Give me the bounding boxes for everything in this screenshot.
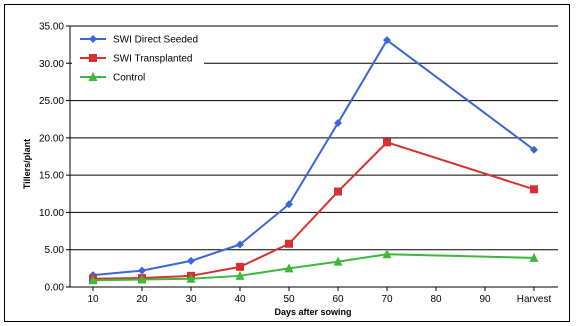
y-tick-label: 20.00 [39,133,64,144]
data-point [138,266,146,275]
y-tick-label: 0.00 [45,283,65,294]
series-line [92,39,535,277]
data-point [334,118,342,127]
data-point [334,187,342,196]
x-tick-label: 80 [430,294,442,305]
data-point [383,138,391,147]
data-point [382,249,392,259]
series [88,36,539,285]
axes [66,25,558,291]
x-tick-labels: 10 20 30 40 50 60 70 80 90 Harvest [87,294,551,305]
data-point [530,145,538,154]
x-tick-label: 40 [234,294,246,305]
data-point [529,252,539,262]
gridlines [70,25,558,251]
data-point [235,270,245,280]
legend-label: Control [113,73,145,84]
data-point [187,256,195,265]
data-point [285,200,293,209]
x-tick-label: 10 [87,294,99,305]
x-tick-label: 50 [283,294,295,305]
y-tick-label: 35.00 [39,22,64,33]
y-tick-label: 15.00 [39,171,64,182]
x-tick-label: 30 [185,294,197,305]
y-tick-label: 10.00 [39,208,64,219]
y-tick-label: 5.00 [45,245,65,256]
legend: SWI Direct Seeded SWI Transplanted Control [72,28,204,86]
x-axis-title: Days after sowing [274,307,351,317]
y-axis-title: Tillers/plant [22,139,32,189]
data-point [383,36,391,45]
data-point [186,273,196,283]
data-point [285,239,293,248]
series-line [92,253,535,282]
x-tick-label: Harvest [517,294,552,305]
series-1 [89,138,538,283]
x-tick-label: 60 [332,294,344,305]
data-point [236,240,244,249]
legend-marker [88,72,98,81]
data-point [333,256,343,266]
data-point [88,275,98,285]
y-tick-label: 25.00 [39,96,64,107]
x-tick-label: 90 [479,294,491,305]
legend-marker [89,35,97,43]
x-tick-label: 20 [136,294,148,305]
series-line [92,141,535,280]
data-point [236,262,244,271]
y-tick-label: 30.00 [39,59,64,70]
y-tick-labels: 0.00 5.00 10.00 15.00 20.00 25.00 30.00 35.00 [39,22,64,294]
data-point [284,263,294,273]
data-point [137,274,147,284]
legend-marker [89,54,97,62]
x-tick-label: 70 [381,294,393,305]
legend-label: SWI Transplanted [113,54,192,65]
legend-label: SWI Direct Seeded [113,35,198,46]
data-point [530,185,538,194]
series-2 [88,249,539,285]
